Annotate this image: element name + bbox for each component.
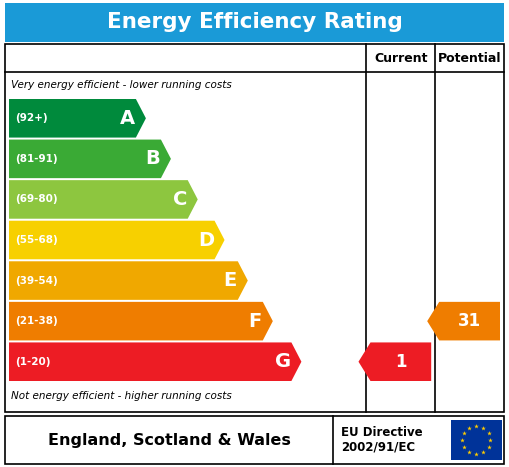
- Polygon shape: [9, 221, 224, 259]
- Polygon shape: [9, 261, 248, 300]
- Text: Energy Efficiency Rating: Energy Efficiency Rating: [106, 13, 403, 33]
- Text: 2002/91/EC: 2002/91/EC: [342, 440, 415, 453]
- Bar: [451, 420, 502, 460]
- Polygon shape: [358, 342, 431, 381]
- Bar: [5, 3, 504, 42]
- Polygon shape: [9, 180, 197, 219]
- Text: G: G: [275, 352, 292, 371]
- Polygon shape: [427, 302, 500, 340]
- Text: 1: 1: [395, 353, 407, 371]
- Text: England, Scotland & Wales: England, Scotland & Wales: [48, 432, 291, 447]
- Text: D: D: [199, 231, 215, 249]
- Text: B: B: [146, 149, 160, 169]
- Text: (92+): (92+): [15, 113, 48, 123]
- Text: (39-54): (39-54): [15, 276, 58, 286]
- Text: (69-80): (69-80): [15, 194, 58, 205]
- Text: (55-68): (55-68): [15, 235, 58, 245]
- Text: E: E: [223, 271, 236, 290]
- Bar: [5, 44, 504, 412]
- Text: (1-20): (1-20): [15, 357, 50, 367]
- Text: A: A: [120, 109, 135, 128]
- Text: F: F: [248, 311, 262, 331]
- Text: Very energy efficient - lower running costs: Very energy efficient - lower running co…: [11, 80, 232, 90]
- Text: Not energy efficient - higher running costs: Not energy efficient - higher running co…: [11, 391, 232, 401]
- Text: EU Directive: EU Directive: [342, 426, 423, 439]
- Text: 31: 31: [458, 312, 481, 330]
- Text: C: C: [173, 190, 187, 209]
- Text: (81-91): (81-91): [15, 154, 58, 164]
- Polygon shape: [9, 302, 273, 340]
- Text: (21-38): (21-38): [15, 316, 58, 326]
- Polygon shape: [9, 99, 146, 138]
- Bar: [5, 416, 504, 464]
- Polygon shape: [9, 342, 301, 381]
- Text: Current: Current: [374, 51, 428, 64]
- Polygon shape: [9, 140, 171, 178]
- Text: Potential: Potential: [438, 51, 501, 64]
